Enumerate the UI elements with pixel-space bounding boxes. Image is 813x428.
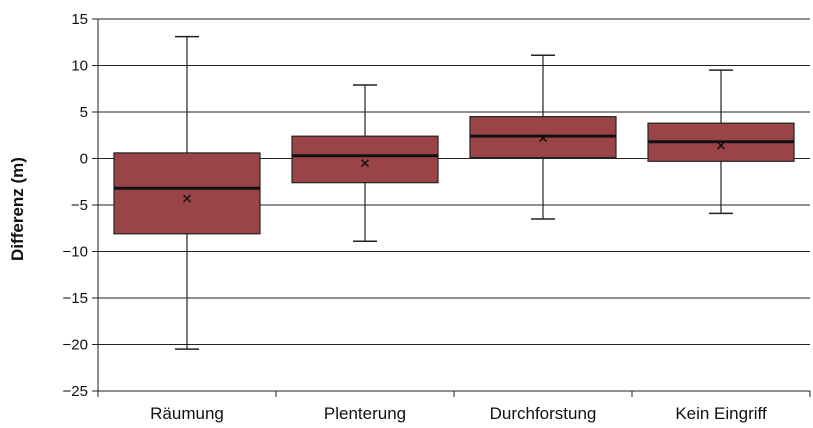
y-tick-label: −20	[63, 337, 88, 354]
y-tick-label: −5	[71, 197, 88, 214]
iqr-box	[113, 152, 261, 235]
y-tick-label: 15	[71, 11, 88, 28]
box-group	[113, 35, 261, 350]
x-category-label: Plenterung	[324, 404, 406, 423]
x-category-label: Kein Eingriff	[675, 404, 767, 423]
y-tick-label: 5	[80, 104, 88, 121]
x-category-label: Durchforstung	[490, 404, 597, 423]
y-tick-label: 10	[71, 58, 88, 75]
mean-marker	[182, 194, 192, 203]
labels: 15 10 5 0 −5 −10 −15 −20 −25 Räumung Plenterung Dur…	[63, 11, 767, 423]
y-tick-label: 0	[80, 151, 88, 168]
y-tick-label: −25	[63, 383, 88, 400]
box-group	[469, 54, 617, 220]
axes	[92, 18, 811, 397]
mean-marker	[716, 141, 726, 150]
y-tick-label: −15	[63, 290, 88, 307]
mean-marker	[360, 159, 370, 168]
box-group	[647, 69, 795, 215]
y-axis-title: Differenz (m)	[8, 157, 27, 261]
box-group	[291, 84, 439, 243]
y-tick-label: −10	[63, 244, 88, 261]
boxes	[113, 35, 795, 350]
iqr-box	[291, 135, 439, 184]
x-category-label: Räumung	[150, 404, 224, 423]
mean-marker	[538, 134, 548, 143]
